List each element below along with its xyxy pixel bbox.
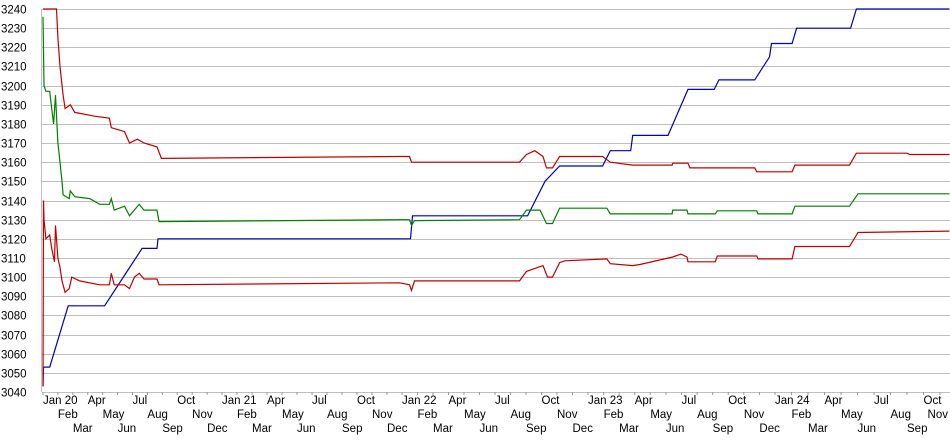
x-tick-label: Oct [728, 395, 747, 407]
series-line-2 [42, 16, 950, 227]
x-tick-label: Mar [73, 423, 93, 435]
y-tick-label: 3200 [1, 82, 27, 94]
y-tick-label: 3050 [1, 369, 27, 381]
x-tick-label: Apr [825, 395, 843, 407]
y-tick-label: 3080 [1, 311, 27, 323]
x-tick-label: Aug [511, 409, 531, 421]
x-tick-label: Dec [207, 423, 228, 435]
x-tick-label: Jan 20 [43, 395, 78, 407]
y-tick-label: 3070 [1, 331, 27, 343]
y-tick-label: 3140 [1, 197, 27, 209]
x-tick-label: Jan 23 [588, 395, 623, 407]
x-tick-label: Sep [526, 423, 546, 435]
y-tick-label: 3110 [1, 254, 26, 266]
x-tick-label: Jun [297, 423, 316, 435]
y-axis: 3040 3050 3060 3070 3080 3090 3100 3110 3120 3130… [1, 5, 42, 400]
x-tick-label: Sep [162, 423, 182, 435]
y-tick-label: 3060 [1, 350, 27, 362]
y-tick-label: 3210 [1, 62, 27, 74]
x-tick-label: Feb [237, 409, 257, 421]
y-tick-label: 3130 [1, 216, 27, 228]
x-tick-label: Jun [480, 423, 499, 435]
y-tick-label: 3230 [1, 24, 27, 36]
y-tick-label: 3160 [1, 158, 27, 170]
y-tick-label: 3100 [1, 273, 27, 285]
x-tick-label: Nov [192, 409, 213, 421]
gridlines [42, 9, 950, 393]
x-tick-label: Jan 24 [775, 395, 810, 407]
y-tick-label: 3180 [1, 120, 27, 132]
series-lines [42, 8, 950, 387]
x-tick-label: May [103, 409, 125, 421]
y-tick-label: 3170 [1, 139, 27, 151]
y-tick-label: 3090 [1, 292, 27, 304]
x-tick-label: Jul [874, 395, 889, 407]
x-tick-label: Sep [342, 423, 362, 435]
y-tick-label: 3220 [1, 43, 27, 55]
x-tick-label: Apr [267, 395, 285, 407]
x-tick-label: Apr [449, 395, 467, 407]
x-tick-label: Aug [891, 409, 911, 421]
series-line-1 [43, 8, 950, 173]
x-tick-label: Oct [177, 395, 196, 407]
x-tick-label: May [282, 409, 304, 421]
x-tick-label: Jul [495, 395, 510, 407]
y-tick-label: 3240 [1, 5, 27, 17]
y-tick-label: 3120 [1, 235, 27, 247]
x-tick-label: Jul [133, 395, 148, 407]
x-tick-label: Feb [418, 409, 438, 421]
x-tick-label: Aug [147, 409, 167, 421]
x-tick-label: Jul [682, 395, 697, 407]
x-tick-label: Nov [744, 409, 765, 421]
x-tick-label: May [841, 409, 863, 421]
x-tick-label: Mar [619, 423, 639, 435]
x-tick-label: Aug [697, 409, 717, 421]
x-tick-label: Mar [252, 423, 272, 435]
x-tick-label: Nov [372, 409, 393, 421]
x-tick-label: Feb [58, 409, 78, 421]
x-tick-label: Oct [542, 395, 561, 407]
x-tick-label: Nov [557, 409, 578, 421]
x-tick-label: May [464, 409, 486, 421]
x-tick-label: Apr [88, 395, 106, 407]
x-tick-label: Oct [357, 395, 376, 407]
x-tick-label: Sep [713, 423, 733, 435]
x-tick-label: Feb [792, 409, 812, 421]
y-tick-label: 3190 [1, 101, 27, 113]
x-tick-label: Dec [759, 423, 780, 435]
x-tick-label: Sep [907, 423, 927, 435]
x-tick-label: Jun [858, 423, 877, 435]
x-tick-label: Nov [928, 409, 949, 421]
x-tick-label: Mar [433, 423, 453, 435]
x-tick-label: Aug [327, 409, 347, 421]
x-tick-label: Apr [635, 395, 653, 407]
x-tick-label: Dec [573, 423, 594, 435]
series-line-3 [42, 200, 950, 387]
x-tick-label: Jun [666, 423, 685, 435]
x-tick-label: Jan 22 [402, 395, 437, 407]
x-tick-label: Jan 21 [222, 395, 257, 407]
x-tick-label: May [650, 409, 672, 421]
x-tick-label: Jul [312, 395, 327, 407]
x-tick-label: Mar [808, 423, 828, 435]
x-tick-label: Dec [387, 423, 408, 435]
y-tick-label: 3040 [1, 388, 27, 400]
series-line-0 [42, 8, 950, 387]
x-axis: Jan 20FebMarAprMayJunJulAugSepOctNovDecJ… [42, 392, 949, 435]
y-tick-label: 3150 [1, 177, 27, 189]
x-tick-label: Jun [118, 423, 137, 435]
x-tick-label: Feb [604, 409, 624, 421]
x-tick-label: Oct [924, 395, 943, 407]
